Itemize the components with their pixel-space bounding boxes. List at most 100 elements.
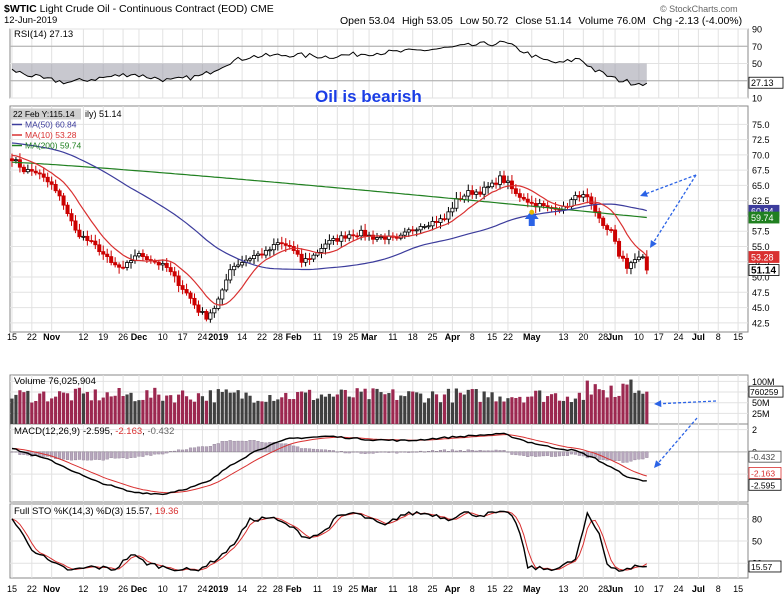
volume-bar [173,402,177,424]
macd-hist-bar [296,446,300,453]
volume-bar [371,388,375,424]
vol-y-tick-label: 50M [752,398,770,408]
macd-hist-bar [399,451,403,453]
x-tick-label: Apr [445,332,461,342]
macd-hist-bar [458,450,462,453]
annotation-oil-bearish: Oil is bearish [315,87,422,106]
price-bar [601,216,606,229]
price-bar [45,172,50,188]
macd-hist-bar [315,449,320,453]
macd-hist-bar [125,451,129,459]
price-bar [577,191,582,202]
macd-hist-bar [157,451,161,455]
price-bar [509,175,514,194]
price-bar [101,245,106,260]
price-bar [105,248,110,263]
x-tick-label: 8 [470,332,475,342]
price-y-tick-label: 70.0 [752,150,770,160]
price-bar [517,188,522,202]
volume-bar [518,396,522,424]
macd-hist-bar [613,451,617,461]
price-frame [9,105,749,333]
macd-hist-bar [240,440,244,453]
macd-hist-bar [411,451,415,453]
x-tick-label: 11 [388,332,397,342]
volume-bar [593,384,597,424]
rsi-y-tick-label: 10 [752,94,762,104]
macd-hist-bar [466,449,470,453]
price-bar [204,309,209,322]
price-bar [605,223,610,236]
header-symbol-line: $WTIC Light Crude Oil - Continuous Contra… [4,3,274,15]
macd-hist-bar [109,451,113,459]
price-bar [172,266,177,283]
rsi-y-tick-label: 50 [752,59,762,69]
price-bar [474,188,479,199]
arrow-volume [654,400,717,408]
macd-hist-bar [105,451,109,460]
x-tick-label: 22 [257,584,267,594]
volume-bar [50,398,54,424]
macd-hist-bar [129,451,133,458]
price-bar [259,248,264,259]
x-tick-label: Dec [131,332,148,342]
price-bar [77,223,82,239]
macd-hist-bar [288,444,292,453]
macd-hist-bar [462,451,466,453]
volume-panel: Volume 76,025,904 [10,376,649,424]
macd-hist-bar [637,451,641,460]
price-bar [156,259,161,270]
volume-bar [22,392,26,424]
price-bar [93,234,98,250]
macd-hist-bar [546,451,550,456]
price-bar [486,182,491,194]
price-bar [311,253,316,263]
price-y-tick-label: 47.5 [752,288,770,298]
volume-bar [613,396,617,424]
macd-hist-bar [407,451,411,453]
x-tick-label: 2019 [208,332,228,342]
macd-hist-bar [403,451,407,453]
price-bar [279,236,284,250]
macd-last-box [748,450,782,463]
legend-ma-entry: MA(50) 60.84 [25,120,77,130]
sto-last-label: 15.57 [751,562,773,572]
price-bar [252,249,257,265]
x-tick-label: 17 [178,584,188,594]
macd-hist-bar [502,450,506,453]
macd-hist-bar [77,451,81,460]
price-arrows [524,174,697,248]
macd-hist-bar [208,446,212,453]
x-tick-label: Dec [131,584,148,594]
macd-hist-bar [645,451,649,458]
price-last-label: 60.84 [751,206,774,216]
x-tick-label: 15 [7,584,17,594]
rsi-panel: RSI(14) 27.13 [11,29,648,87]
volume-bar [284,392,288,424]
volume-bar [169,395,173,424]
macd-hist-bar [557,451,562,457]
rsi-oversold-shading [12,63,647,86]
volume-bar [216,389,220,424]
x-tick-label: 13 [558,332,568,342]
volume-bar [403,396,407,424]
macd-hist-bar [395,451,399,454]
sto-panel: Full STO %K(14,3) %D(3) 15.57, 19.36 [11,506,648,572]
volume-bar [426,398,431,424]
stockcharts-brand[interactable]: © StockCharts.com [660,4,738,14]
volume-bar [61,392,66,424]
price-bar [494,177,499,189]
price-bar [593,197,598,217]
volume-bar [125,394,129,424]
macd-hist-bar [605,451,609,461]
volume-bar [315,398,320,424]
volume-bar [407,391,411,424]
volume-bar [633,392,637,424]
macd-hist-bar [244,441,248,453]
x-tick-label: 11 [388,584,397,594]
volume-bar [133,401,137,424]
price-bar [613,224,618,245]
x-tick-label: 2019 [208,584,228,594]
volume-bar [137,400,141,424]
volume-bar [645,391,649,424]
